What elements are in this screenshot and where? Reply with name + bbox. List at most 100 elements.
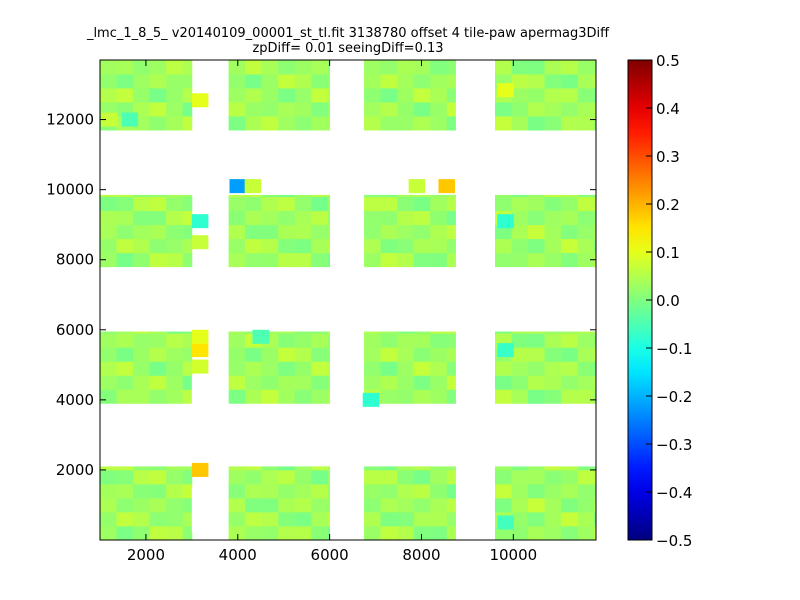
heatmap-cell <box>261 511 279 527</box>
heatmap-cell <box>294 224 312 240</box>
heatmap-cell <box>245 511 263 527</box>
heatmap-cell <box>430 511 448 527</box>
heatmap-cell <box>577 194 595 198</box>
heatmap-cell <box>311 116 329 131</box>
heatmap-cell <box>528 194 545 198</box>
heatmap-outlier-cell <box>497 214 514 229</box>
heatmap-cell <box>294 483 312 499</box>
heatmap-cell <box>261 74 279 89</box>
heatmap-cell <box>364 224 382 240</box>
y-tick-label: 8000 <box>56 251 94 269</box>
heatmap-cell <box>528 116 545 131</box>
blank-region <box>191 487 210 533</box>
y-axis-ticks: 2000 4000 6000 8000 10000 12000 <box>46 111 596 479</box>
heatmap-cell <box>561 194 579 198</box>
heatmap-cell <box>397 74 415 89</box>
heatmap-cell <box>577 469 595 485</box>
heatmap-cell <box>100 361 117 376</box>
heatmap-cell <box>166 74 184 89</box>
heatmap-cell <box>430 466 448 471</box>
heatmap-cell <box>430 194 448 198</box>
heatmap-cell <box>561 511 579 527</box>
heatmap-cell <box>133 60 150 75</box>
heatmap-cell <box>561 102 579 117</box>
heatmap-cell <box>561 347 579 362</box>
heatmap-cell <box>577 74 595 89</box>
heatmap-cell <box>577 361 595 376</box>
heatmap-cell <box>294 497 312 513</box>
heatmap-cell <box>494 116 512 131</box>
heatmap-cell <box>278 102 296 117</box>
heatmap-cell <box>413 466 431 471</box>
heatmap-cell <box>149 196 167 212</box>
heatmap-cell <box>228 194 246 198</box>
heatmap-cell <box>577 333 595 348</box>
heatmap-cell <box>100 196 117 212</box>
heatmap-cell <box>278 88 296 103</box>
heatmap-cell <box>327 483 331 499</box>
heatmap-cell <box>166 347 184 362</box>
heatmap-cell <box>594 331 597 334</box>
heatmap-outlier-cell <box>229 179 247 194</box>
heatmap-outlier-cell <box>191 462 209 477</box>
heatmap-cell <box>100 347 117 362</box>
heatmap-cell <box>511 252 529 268</box>
heatmap-cell <box>149 331 167 334</box>
heatmap-cell <box>446 194 457 198</box>
heatmap-cell <box>511 511 529 527</box>
heatmap-cell <box>278 331 296 334</box>
heatmap-cell <box>528 102 545 117</box>
colorbar-tick-label: 0.2 <box>656 196 680 214</box>
x-axis-ticks: 2000 4000 6000 8000 10000 <box>127 60 537 564</box>
heatmap-cell <box>561 361 579 376</box>
heatmap-cell <box>544 466 562 471</box>
heatmap-cell <box>364 116 382 131</box>
heatmap-cell <box>561 74 579 89</box>
heatmap-cell <box>364 60 382 75</box>
heatmap-cell <box>116 194 134 198</box>
heatmap-cell <box>149 483 167 499</box>
heatmap-outlier-cell <box>191 235 209 250</box>
heatmap-cell <box>245 525 263 541</box>
heatmap-cell <box>561 375 579 390</box>
heatmap-cell <box>446 196 457 212</box>
heatmap-cell <box>577 224 595 240</box>
heatmap-cell <box>294 74 312 89</box>
heatmap-cell <box>528 525 545 541</box>
heatmap-outlier-cell <box>121 112 139 127</box>
heatmap-cell <box>182 88 193 103</box>
heatmap-cell <box>380 194 398 198</box>
heatmap-cell <box>397 375 415 390</box>
heatmap-cell <box>577 347 595 362</box>
heatmap-cell <box>182 74 193 89</box>
heatmap-cell <box>494 196 512 212</box>
heatmap-cell <box>594 333 597 348</box>
heatmap-cell <box>149 74 167 89</box>
heatmap-cell <box>116 483 134 499</box>
heatmap-cell <box>116 88 134 103</box>
heatmap-cell <box>327 74 331 89</box>
heatmap-cell <box>245 210 263 226</box>
heatmap-cell <box>133 224 150 240</box>
heatmap-cell <box>261 525 279 541</box>
heatmap-cell <box>311 210 329 226</box>
heatmap-cell <box>494 252 512 268</box>
heatmap-cell <box>116 361 134 376</box>
heatmap-cell <box>294 361 312 376</box>
heatmap-cell <box>261 238 279 254</box>
heatmap-cell <box>494 194 512 198</box>
heatmap-cell <box>228 60 246 75</box>
blank-region <box>455 60 495 131</box>
heatmap-cell <box>278 210 296 226</box>
heatmap-cell <box>446 525 457 541</box>
heatmap-cell <box>380 331 398 334</box>
heatmap-cell <box>364 361 382 376</box>
heatmap-cell <box>430 469 448 485</box>
heatmap-cell <box>577 497 595 513</box>
heatmap-cell <box>594 483 597 499</box>
chart-title: _lmc_1_8_5_ v20140109_00001_st_tl.fit 31… <box>86 26 610 41</box>
heatmap-cell <box>494 389 512 404</box>
heatmap-cell <box>149 511 167 527</box>
heatmap-cell <box>430 331 448 334</box>
heatmap-cell <box>261 88 279 103</box>
